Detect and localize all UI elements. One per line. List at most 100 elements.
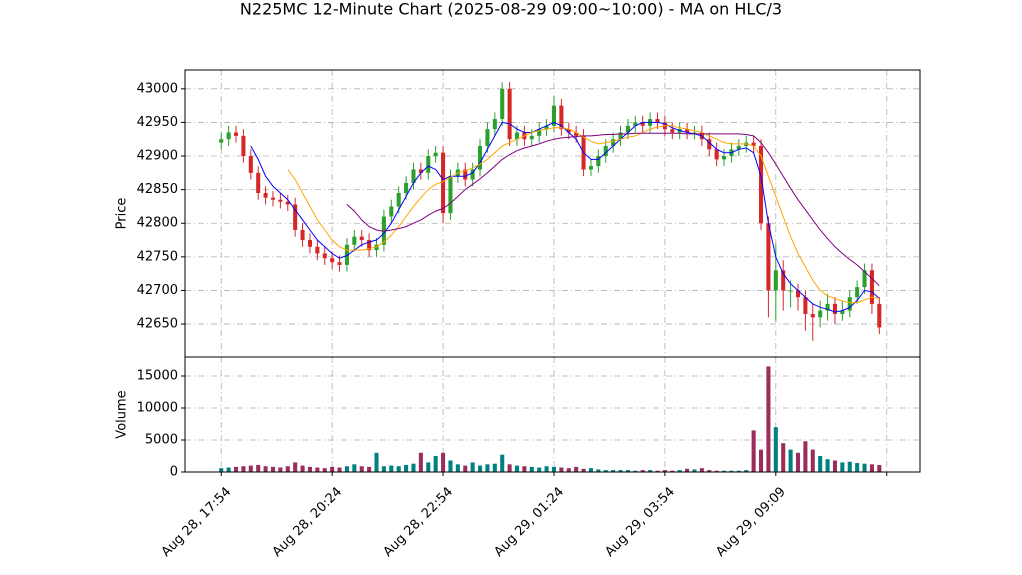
volume-bar [389,465,394,472]
candle-body [478,145,483,170]
x-tick-label: Aug 28, 20:24 [270,484,346,560]
volume-bar [270,466,276,472]
volume-bar [256,464,261,472]
volume-bar [433,456,438,472]
candle-body [544,125,549,130]
volume-bar [330,466,335,472]
volume-bar [699,468,704,472]
candle-body [825,303,830,311]
volume-bar [670,470,675,472]
volume-bar [514,465,520,472]
candle-body [322,253,327,259]
x-tick-label: Aug 29, 03:54 [602,484,678,560]
candle-body [492,119,497,130]
candle-body [352,236,357,245]
volume-bar [344,466,349,472]
candle-body [404,182,409,193]
candle-body [344,244,349,265]
volume-bar [751,430,756,472]
volume-bar [448,460,453,472]
candle-body [758,145,764,224]
volume-bar [840,462,845,472]
volume-bar [426,462,431,472]
candle-body [300,229,305,241]
candle-body [803,297,808,314]
candle-body [832,303,837,314]
y-tick-label: 42900 [137,149,178,164]
volume-bar [500,454,505,472]
volume-bar [788,449,793,472]
candle-body [307,240,312,247]
volume-bar [677,470,682,472]
volume-bar [551,466,557,472]
candle-body [381,216,386,245]
y-tick-label: 42700 [137,283,178,298]
volume-bar [381,466,386,472]
volume-bar [278,467,283,472]
volume-bar [307,466,312,472]
candle-body [426,156,431,173]
candle-body [862,270,867,288]
candle-body [411,169,416,183]
candle-body [751,142,756,146]
volume-bar [758,449,764,472]
volume-bar [825,459,830,472]
candle-body [315,246,320,254]
candle-body [537,129,542,136]
volume-bar [455,464,460,472]
x-tick-label: Aug 29, 01:24 [492,484,568,560]
candle-body [869,270,874,304]
candle-body [618,132,623,140]
candle-body [670,129,675,133]
volume-bar [574,466,579,472]
candle-body [707,139,712,150]
volume-bar [773,427,778,472]
volume-bar [322,468,327,472]
candle-body [418,169,423,173]
volume-bar [766,366,771,472]
candle-body [685,129,690,133]
volume-bar [285,466,290,472]
volume-bar [411,463,416,472]
y-axis-label: Price [115,198,130,230]
volume-bar [544,466,549,472]
candle-body [788,290,793,292]
volume-bar [374,452,379,472]
volume-bar [463,465,468,472]
candle-body [441,152,446,214]
volume-bar [714,470,719,472]
candle-body [773,270,778,291]
volume-bar [869,464,874,472]
volume-bar [233,466,239,472]
volume-bar [655,470,660,472]
candle-body [781,270,786,291]
volume-bar [685,468,690,472]
volume-bar [795,452,801,472]
volume-bar [603,470,608,472]
volume-bar [648,470,653,472]
candle-body [818,310,823,318]
volume-bar [441,452,446,472]
volume-bar [633,470,638,472]
volume-bar [359,466,364,472]
volume-bar [736,470,741,472]
axes-frame [184,356,921,473]
volume-bar [729,470,734,472]
candle-body [596,156,601,167]
candle-body [241,135,246,157]
volume-bar [367,466,372,472]
candle-body [367,240,372,251]
y-tick-label: 15000 [137,369,178,384]
candle-body [374,244,379,251]
volume-bar [862,463,867,472]
candle-body [248,156,253,173]
volume-bar [293,462,298,472]
candle-body [396,193,401,207]
volume-bar [241,466,246,472]
volume-bar [832,460,837,472]
volume-bar [581,468,586,472]
volume-bar [478,465,483,472]
volume-bar [744,470,749,472]
candle-body [847,297,852,311]
